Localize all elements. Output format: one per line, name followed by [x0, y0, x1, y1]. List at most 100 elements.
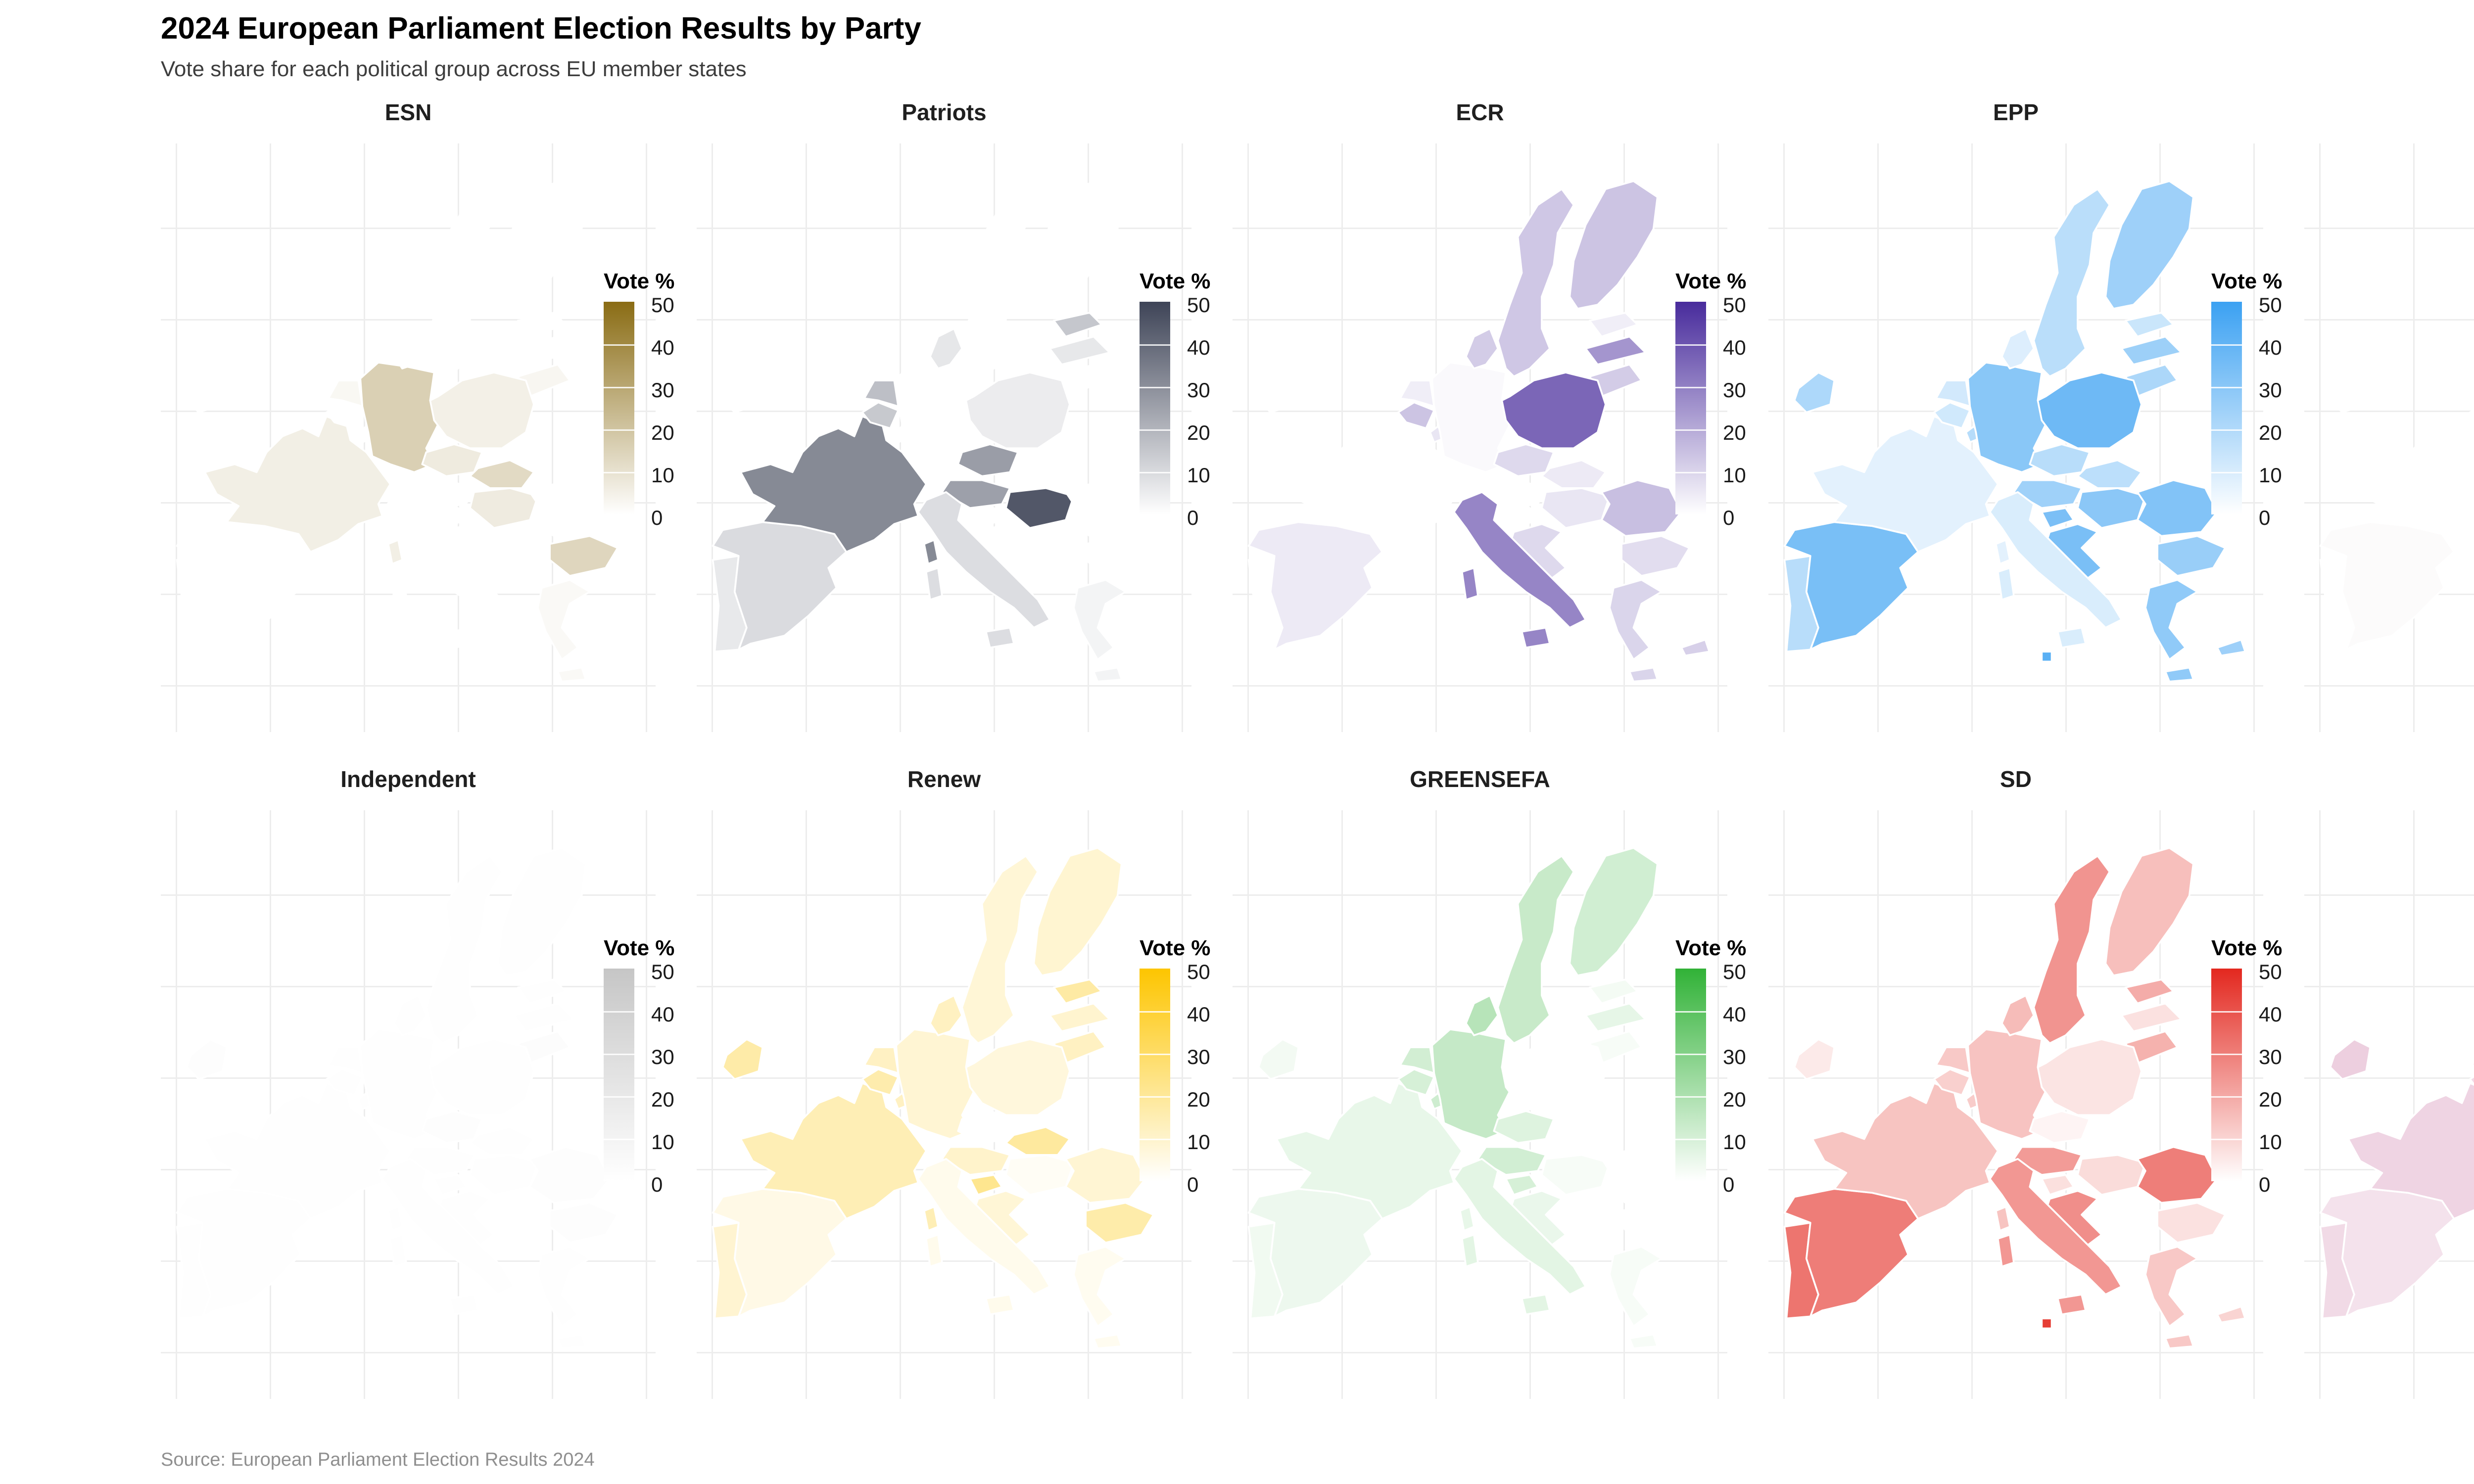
country-EE [1588, 312, 1639, 338]
country-CZ [421, 443, 483, 477]
gridline [176, 810, 177, 1399]
gridline [161, 594, 656, 595]
country-BG [1620, 535, 1691, 577]
gridline [1768, 986, 2263, 987]
country-BG [549, 1202, 619, 1244]
country-BG [2156, 535, 2227, 577]
country-DK [1465, 327, 1499, 370]
country-BE [1397, 401, 1435, 429]
source-note: Source: European Parliament Election Res… [161, 1449, 595, 1470]
country-IT [1521, 1294, 1551, 1316]
country-IT [389, 1234, 407, 1268]
legend-tick-label: 10 [2259, 464, 2282, 487]
gridline [1877, 143, 1879, 732]
country-FR [387, 1206, 403, 1232]
country-IT [925, 567, 943, 601]
country-RO [1601, 1146, 1682, 1204]
country-ES [1247, 521, 1383, 651]
facet-title: Theleft [2304, 762, 2474, 796]
country-RO [1065, 1146, 1146, 1204]
facet-ESN: ESN Vote % 50 40 30 20 10 0 [161, 95, 697, 738]
country-SI [433, 507, 467, 529]
legend-tick-mark [1140, 1139, 1170, 1140]
gridline [2319, 143, 2321, 732]
legend-tick-label: 50 [1187, 293, 1210, 317]
country-HU [2077, 1154, 2146, 1196]
country-CY [1144, 1305, 1175, 1324]
legend-tick-mark [2211, 1139, 2242, 1140]
country-CZ [957, 443, 1019, 477]
gridline [1768, 1352, 2263, 1353]
legend-tick-label: 0 [2259, 1173, 2271, 1196]
country-ES [712, 1188, 848, 1318]
legend-tick-labels: 50 40 30 20 10 0 [651, 961, 720, 1196]
map-panel [1768, 143, 2263, 732]
gridline [2253, 810, 2255, 1399]
legend-gradient-bar [2211, 302, 2242, 514]
country-EE [517, 978, 567, 1005]
legend-tick-label: 40 [2259, 1003, 2282, 1026]
facet-title: NI [2304, 95, 2474, 130]
legend-tick-label: 40 [1187, 336, 1210, 359]
country-GR [1609, 1246, 1663, 1328]
legend-title: Vote % [1140, 936, 1211, 960]
country-BE [2469, 1075, 2474, 1086]
europe-choropleth [712, 847, 1175, 1349]
gridline [161, 894, 656, 896]
colorbar-legend: Vote % 50 40 30 20 10 0 [1675, 936, 1799, 1196]
country-EE [1052, 978, 1103, 1005]
legend-title: Vote % [1675, 936, 1747, 960]
country-NL [1935, 1046, 1971, 1074]
country-SE [2033, 188, 2111, 377]
facet-title: ECR [1456, 99, 1504, 125]
europe-choropleth [176, 847, 639, 1349]
country-EE [1052, 312, 1103, 338]
country-HU [1005, 1154, 1075, 1196]
country-EE [517, 312, 567, 338]
gridline [697, 319, 1191, 321]
country-SE [1497, 855, 1575, 1044]
map-panel [161, 810, 656, 1399]
gridline [1247, 143, 1249, 732]
gridline [1088, 143, 1089, 732]
country-SI [1505, 1174, 1539, 1196]
legend-tick-mark [2211, 429, 2242, 431]
country-FI [2104, 180, 2194, 310]
country-ES [1247, 1188, 1383, 1318]
country-BE [325, 1068, 364, 1096]
country-SE [425, 855, 503, 1044]
country-LV [1584, 1002, 1647, 1032]
country-GR [1609, 579, 1663, 661]
gridline [1233, 894, 1727, 896]
gridline [1233, 594, 1727, 595]
legend-title: Vote % [604, 936, 675, 960]
page-subtitle: Vote share for each political group acro… [161, 57, 747, 81]
legend-tick-mark [604, 387, 634, 388]
country-IE [1257, 1038, 1300, 1080]
country-DK [1465, 994, 1499, 1036]
legend-tick-label: 10 [2259, 1130, 2282, 1154]
gridline [1233, 228, 1727, 229]
legend-tick-label: 20 [2259, 1088, 2282, 1111]
country-IT [449, 1294, 479, 1316]
legend-gradient-bar [2211, 969, 2242, 1181]
country-IT [1453, 1158, 1587, 1296]
legend-tick-mark [604, 344, 634, 346]
country-LV [1584, 335, 1647, 366]
gridline [2304, 228, 2474, 229]
country-GR [2164, 1333, 2194, 1349]
country-SE [961, 188, 1039, 377]
legend-title: Vote % [1140, 269, 1211, 293]
country-IE [721, 1038, 764, 1080]
legend-tick-label: 0 [651, 1173, 663, 1196]
legend-tick-mark [604, 1096, 634, 1098]
legend-tick-label: 20 [1187, 421, 1210, 444]
country-IT [1997, 1234, 2015, 1268]
legend-title: Vote % [2211, 269, 2283, 293]
country-PL [429, 1038, 535, 1116]
gridline [712, 143, 713, 732]
country-NL [863, 1046, 900, 1074]
country-FR [923, 539, 939, 565]
legend-tick-label: 40 [651, 1003, 674, 1026]
legend-tick-label: 30 [1723, 1045, 1746, 1068]
